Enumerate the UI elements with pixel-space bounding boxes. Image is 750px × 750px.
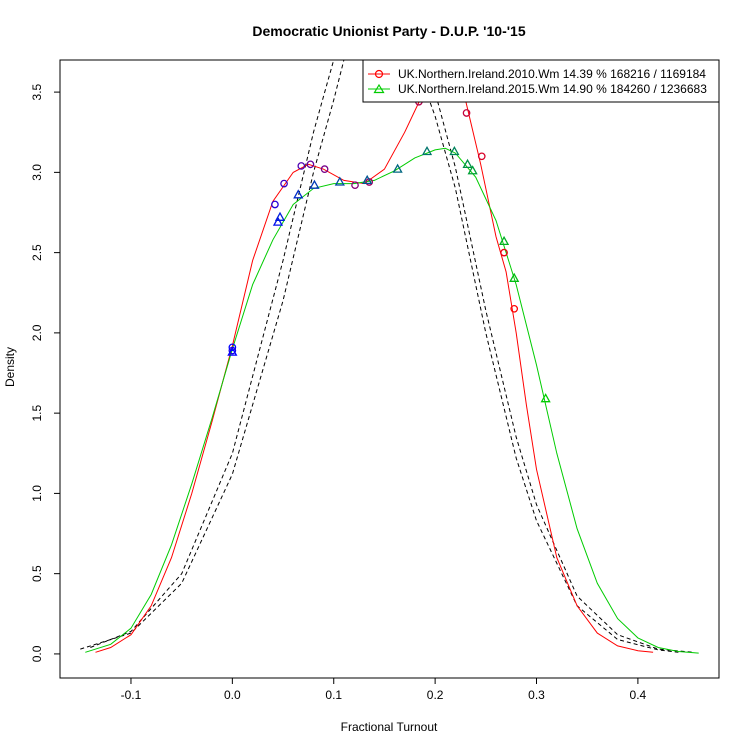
y-tick-label: 3.5 [30, 83, 44, 100]
x-tick-label: 0.4 [630, 688, 647, 702]
data-point-0 [462, 109, 471, 117]
data-point-0 [351, 181, 359, 190]
data-point-0 [510, 304, 519, 313]
data-point-1 [293, 189, 304, 199]
data-point-0 [320, 165, 329, 174]
chart-title: Democratic Unionist Party - D.U.P. '10-'… [252, 23, 525, 39]
data-point-1 [334, 176, 345, 186]
data-point-0 [271, 200, 279, 209]
data-point-1 [509, 272, 520, 282]
y-tick-label: 0.0 [30, 645, 44, 662]
y-tick-label: 1.5 [30, 404, 44, 421]
x-tick-label: 0.2 [427, 688, 444, 702]
data-point-1 [449, 145, 460, 156]
data-point-1 [272, 216, 284, 226]
series-layer [85, 60, 699, 654]
y-tick-label: 2.0 [30, 324, 44, 341]
plot-frame [59, 59, 720, 679]
data-point-1 [462, 158, 473, 168]
y-tick-label: 3.0 [30, 164, 44, 181]
reference-curve-1 [90, 60, 679, 653]
series-line-0 [95, 60, 654, 653]
data-point-1 [362, 174, 373, 185]
data-point-1 [309, 179, 320, 189]
legend-label-2015: UK.Northern.Ireland.2015.Wm 14.90 % 1842… [398, 82, 707, 96]
data-point-1 [392, 163, 403, 173]
x-tick-label: -0.1 [121, 688, 142, 702]
x-tick-label: 0.1 [325, 688, 342, 702]
reference-curve-0 [80, 60, 694, 653]
x-tick-label: 0.3 [528, 688, 545, 702]
y-tick-label: 0.5 [30, 565, 44, 582]
data-point-1 [467, 165, 478, 175]
data-point-1 [227, 346, 238, 356]
y-tick-label: 1.0 [30, 485, 44, 502]
y-axis: 0.0 0.5 1.0 1.5 2.0 2.5 3.0 3.5 [30, 83, 60, 662]
data-point-1 [498, 235, 510, 246]
data-point-0 [500, 248, 508, 257]
data-point-1 [421, 145, 433, 156]
legend-label-2010: UK.Northern.Ireland.2010.Wm 14.39 % 1682… [398, 67, 706, 81]
y-axis-label: Density [3, 347, 17, 387]
series-line-1 [85, 147, 699, 654]
legend-box [362, 59, 720, 103]
data-point-0 [280, 179, 288, 188]
y-tick-label: 2.5 [30, 244, 44, 261]
legend-marker-2010 [374, 69, 384, 79]
data-point-0 [297, 162, 306, 170]
data-point-0 [306, 160, 315, 169]
data-point-0 [228, 343, 237, 352]
x-tick-label: 0.0 [224, 688, 241, 702]
legend: UK.Northern.Ireland.2010.Wm 14.39 % 1682… [362, 59, 720, 103]
x-axis: -0.1 0.0 0.1 0.2 0.3 0.4 [121, 678, 647, 702]
legend-marker-2015 [373, 83, 385, 94]
x-axis-label: Fractional Turnout [341, 720, 438, 734]
data-point-1 [274, 211, 286, 221]
data-point-0 [477, 152, 486, 161]
reference-curves [80, 60, 694, 653]
data-point-1 [540, 393, 551, 403]
